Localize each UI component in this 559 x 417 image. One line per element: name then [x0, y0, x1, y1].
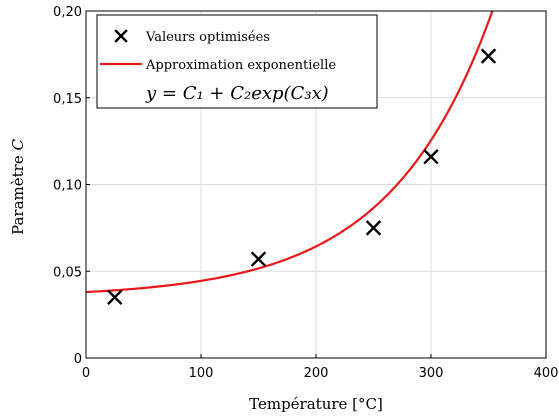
plot-frame	[85, 10, 547, 359]
legend-equation: y = C₁ + C₂exp(C₃x)	[145, 83, 329, 104]
x-tick-label: 300	[419, 366, 444, 381]
legend-label-curve: Approximation exponentielle	[145, 58, 336, 73]
legend-label-points: Valeurs optimisées	[145, 30, 270, 45]
curve-layer	[86, 11, 494, 294]
legend-marker-x	[114, 29, 128, 43]
x-tick-label: 400	[534, 366, 559, 381]
y-tick-label: 0,10	[53, 179, 82, 194]
y-tick-label: 0,20	[53, 5, 82, 20]
y-tick-label: 0,05	[53, 265, 82, 280]
approximation-curve	[86, 11, 494, 294]
data-point-marker	[250, 251, 267, 267]
legend-box	[96, 14, 378, 109]
legend: Valeurs optimisées Approximation exponen…	[96, 14, 378, 109]
x-tick-label: 200	[304, 366, 329, 381]
markers	[107, 48, 497, 305]
y-tick-label: 0,15	[53, 92, 82, 107]
x-tick-label: 100	[189, 366, 214, 381]
x-tick-label: 0	[82, 366, 90, 381]
data-point-marker	[365, 220, 382, 236]
data-point-marker	[423, 149, 439, 165]
x-tick-labels: 0 100 200 300 400	[82, 366, 559, 381]
x-axis-label: Température [°C]	[249, 395, 383, 413]
data-point-marker	[480, 48, 497, 64]
data-point-marker	[107, 289, 123, 305]
y-tick-label: 0	[74, 352, 82, 367]
y-tick-labels: 0 0,05 0,10 0,15 0,20	[53, 5, 82, 367]
y-axis-label: Paramètre C	[9, 139, 27, 235]
